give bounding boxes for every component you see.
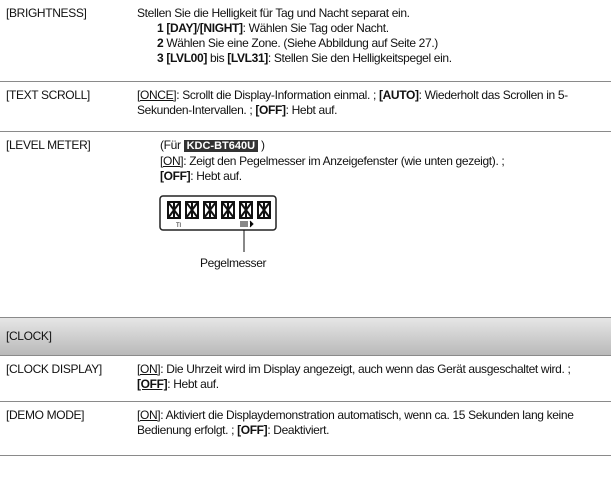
- section-row: [CLOCK]: [0, 318, 611, 356]
- caption: Pegelmesser: [200, 256, 267, 270]
- line: [ON]: Zeigt den Pegelmesser im Anzeigefe…: [160, 154, 605, 169]
- section-title: [CLOCK]: [6, 329, 52, 343]
- default-option: [ON]: [137, 362, 161, 376]
- default-option: [ONCE]: [137, 88, 177, 102]
- option: [DAY]: [166, 21, 197, 35]
- step-number: 2: [157, 36, 164, 50]
- line: [OFF]: Hebt auf.: [160, 169, 605, 184]
- description: [ONCE]: Scrollt die Display-Information …: [137, 82, 611, 118]
- description: [ON]: Aktiviert die Displaydemonstration…: [137, 402, 611, 438]
- note: (Für KDC-BT640U ): [160, 138, 605, 154]
- default-option: [ON]: [160, 154, 184, 168]
- step-number: 1: [157, 21, 164, 35]
- text: (Für: [160, 138, 184, 152]
- text: : Deaktiviert.: [267, 423, 330, 437]
- level-meter: [240, 220, 254, 228]
- step: 3 [LVL00] bis [LVL31]: Stellen Sie den H…: [137, 51, 605, 66]
- description: (Für KDC-BT640U ) [ON]: Zeigt den Pegelm…: [160, 132, 611, 184]
- text: /: [196, 21, 200, 35]
- display-illustration: TI: [159, 195, 277, 252]
- text: : Stellen Sie den Helligkeitspegel ein.: [267, 51, 452, 65]
- text: : Hebt auf.: [190, 169, 242, 183]
- text: : Scrollt die Display-Information einmal…: [176, 88, 379, 102]
- text: : Hebt auf.: [167, 377, 219, 391]
- description: [ON]: Die Uhrzeit wird im Display angeze…: [137, 356, 611, 392]
- option: [OFF]: [237, 423, 268, 437]
- indicator: TI: [176, 223, 181, 229]
- row: [TEXT SCROLL] [ONCE]: Scrollt die Displa…: [0, 82, 611, 132]
- text: bis: [206, 51, 228, 65]
- step-number: 3: [157, 51, 164, 65]
- text: ): [258, 138, 265, 152]
- description: Stellen Sie die Helligkeit für Tag und N…: [137, 0, 611, 66]
- label: [TEXT SCROLL]: [6, 88, 90, 102]
- option: [LVL00]: [166, 51, 207, 65]
- text: : Zeigt den Pegelmesser im Anzeigefenste…: [183, 154, 505, 168]
- option: [OFF]: [137, 377, 168, 391]
- text: : Aktiviert die Displaydemonstration aut…: [137, 408, 574, 437]
- text: : Wählen Sie Tag oder Nacht.: [242, 21, 389, 35]
- text: Wählen Sie eine Zone. (Siehe Abbildung a…: [166, 36, 438, 50]
- label: [DEMO MODE]: [6, 408, 85, 422]
- row: [LEVEL METER] (Für KDC-BT640U ) [ON]: Ze…: [0, 132, 611, 318]
- label: [BRIGHTNESS]: [6, 6, 87, 20]
- option: [NIGHT]: [199, 21, 243, 35]
- label: [LEVEL METER]: [6, 138, 91, 152]
- option: [LVL31]: [227, 51, 268, 65]
- option: [OFF]: [255, 103, 286, 117]
- settings-table: [BRIGHTNESS] Stellen Sie die Helligkeit …: [0, 0, 611, 456]
- option: [AUTO]: [378, 88, 419, 102]
- segment-digits: [167, 201, 271, 219]
- option: [OFF]: [160, 169, 191, 183]
- model-badge: KDC-BT640U: [183, 140, 259, 152]
- step: 2 Wählen Sie eine Zone. (Siehe Abbildung…: [137, 36, 605, 51]
- default-option: [OFF]: [137, 377, 168, 391]
- text: : Die Uhrzeit wird im Display angezeigt,…: [160, 362, 571, 376]
- row: [CLOCK DISPLAY] [ON]: Die Uhrzeit wird i…: [0, 356, 611, 402]
- intro: Stellen Sie die Helligkeit für Tag und N…: [137, 6, 410, 20]
- text: : Wiederholt das Scrollen in 5-Sekunden-…: [137, 88, 568, 117]
- default-option: [ON]: [137, 408, 161, 422]
- row: [DEMO MODE] [ON]: Aktiviert die Displayd…: [0, 402, 611, 456]
- text: : Hebt auf.: [285, 103, 338, 117]
- label: [CLOCK DISPLAY]: [6, 362, 102, 376]
- step: 1 [DAY]/[NIGHT]: Wählen Sie Tag oder Nac…: [137, 21, 605, 36]
- row: [BRIGHTNESS] Stellen Sie die Helligkeit …: [0, 0, 611, 82]
